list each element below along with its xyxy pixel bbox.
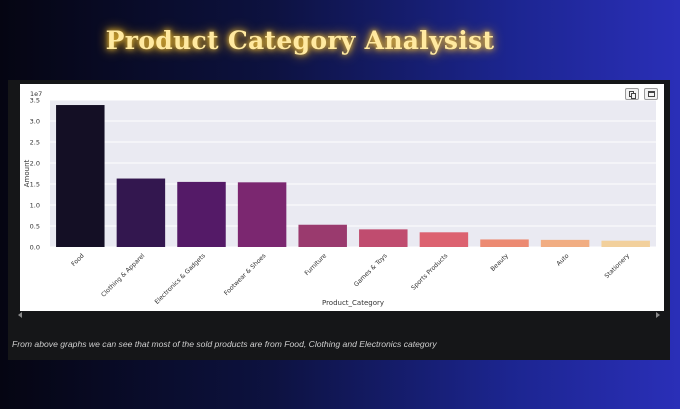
bar: [540, 239, 590, 247]
x-tick-label: Games & Toys: [353, 252, 389, 288]
scroll-right-icon[interactable]: [656, 312, 660, 318]
y-tick-label: 1.0: [30, 202, 40, 210]
y-axis-label: Amount: [23, 159, 31, 187]
bar: [237, 182, 287, 247]
y-tick-label: 3.5: [30, 97, 40, 105]
y-tick-label: 2.5: [30, 139, 40, 147]
bar: [116, 178, 166, 247]
y-tick-label: 3.0: [30, 118, 40, 126]
x-tick-label: Electronics & Gadgets: [154, 252, 207, 305]
notebook-cell: 0.0 0.5 1.0 1.5 2.0 2.5 3.0 3.5 1e7 Food Clothing …: [8, 80, 670, 360]
bar: [298, 224, 347, 247]
bar: [419, 232, 469, 247]
bar: [601, 240, 650, 247]
x-tick-label: Beauty: [490, 252, 511, 273]
x-tick-label: Sports Products: [410, 252, 449, 291]
output-toolbar: [625, 88, 658, 100]
page-title: Product Category Analysist: [105, 26, 495, 55]
x-tick-label: Clothing & Apparel: [100, 252, 146, 298]
copy-icon[interactable]: [625, 88, 639, 100]
y-scale-label: 1e7: [30, 90, 42, 98]
bar: [56, 105, 105, 247]
bar: [480, 239, 529, 247]
y-tick-label: 0.0: [30, 244, 40, 252]
y-tick-label: 0.5: [30, 223, 40, 231]
y-tick-label: 1.5: [30, 181, 40, 189]
chart-output: 0.0 0.5 1.0 1.5 2.0 2.5 3.0 3.5 1e7 Food Clothing …: [20, 84, 664, 311]
horizontal-scrollbar[interactable]: [16, 311, 662, 321]
x-tick-label: Footwear & Shoes: [223, 252, 268, 297]
expand-icon[interactable]: [644, 88, 658, 100]
y-tick-label: 2.0: [30, 160, 40, 168]
bar: [177, 181, 226, 247]
x-axis-label: Product_Category: [322, 299, 384, 307]
x-tick-label: Stationery: [604, 252, 632, 280]
x-tick-label: Auto: [555, 252, 570, 267]
scroll-left-icon[interactable]: [18, 312, 22, 318]
x-tick-label: Furniture: [304, 252, 329, 277]
x-tick-label: Food: [70, 252, 85, 267]
analysis-caption: From above graphs we can see that most o…: [12, 339, 437, 349]
bar: [359, 229, 408, 247]
